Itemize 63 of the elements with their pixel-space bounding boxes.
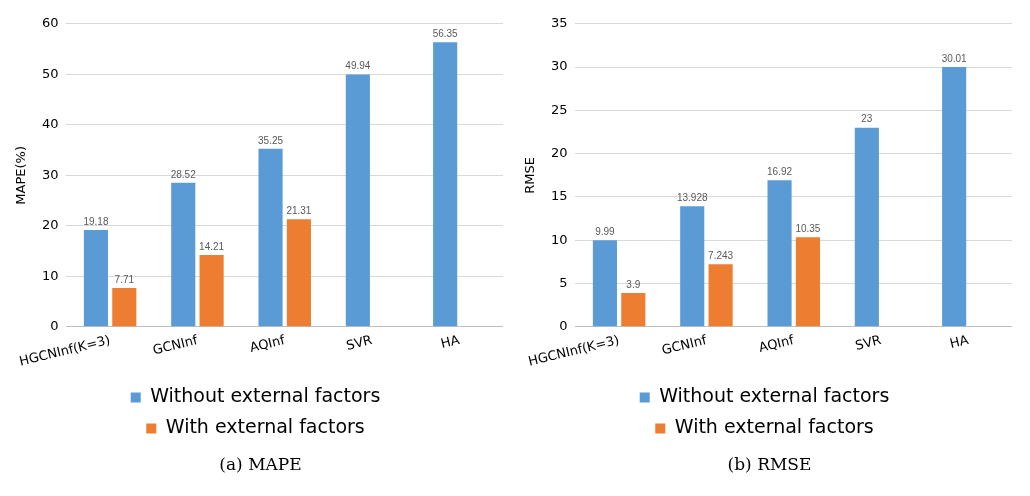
y-axis-title: RMSE	[522, 156, 538, 194]
bar	[942, 67, 967, 327]
data-label: 30.01	[941, 52, 968, 64]
x-tick-label: AQInf	[757, 331, 796, 356]
data-label: 23	[861, 113, 873, 125]
y-tick-label: 0	[50, 318, 59, 334]
x-tick-label: HA	[439, 332, 461, 352]
data-label: 14.21	[199, 240, 225, 252]
bar	[680, 206, 705, 327]
y-tick-label: 5	[559, 274, 568, 290]
x-tick-label: SVR	[853, 332, 883, 353]
data-label: 21.31	[286, 204, 312, 216]
y-tick-label: 10	[550, 231, 568, 247]
y-tick-label: 35	[550, 15, 568, 31]
data-label: 28.52	[170, 168, 197, 180]
bar	[171, 182, 196, 327]
data-label: 7.243	[708, 249, 734, 261]
y-tick-label: 0	[559, 318, 568, 334]
y-tick-label: 20	[550, 145, 568, 161]
bar	[708, 264, 733, 327]
x-tick-label: AQInf	[248, 331, 287, 356]
legend-label: With external factors	[674, 415, 874, 438]
x-tick-label: HA	[948, 332, 970, 352]
y-tick-label: 25	[550, 101, 568, 117]
y-tick-label: 15	[550, 188, 568, 204]
legend-label: With external factors	[165, 415, 365, 438]
bar	[286, 219, 311, 327]
text: (a) MAPE	[218, 454, 303, 474]
y-tick-label: 30	[550, 58, 568, 74]
bar	[83, 229, 108, 327]
y-tick-label: 50	[41, 65, 59, 81]
bar	[112, 287, 137, 327]
legend-label: Without external factors	[150, 384, 381, 407]
y-tick-label: 10	[41, 267, 59, 283]
bar	[592, 240, 617, 327]
text: (b) RMSE	[726, 454, 813, 474]
y-axis-title: MAPE(%)	[13, 145, 29, 205]
data-label: 7.71	[114, 273, 135, 285]
y-tick-label: 30	[41, 166, 59, 182]
legend-label: Without external factors	[659, 384, 890, 407]
data-label: 35.25	[258, 134, 284, 146]
bar	[199, 255, 224, 327]
bar	[433, 42, 458, 327]
data-label: 9.99	[595, 226, 616, 238]
bar	[258, 148, 283, 327]
bar	[854, 127, 879, 327]
x-tick-label: SVR	[344, 332, 374, 353]
y-tick-label: 20	[41, 217, 59, 233]
data-label: 56.35	[432, 27, 459, 39]
bar	[767, 180, 792, 327]
data-label: 13.928	[676, 192, 708, 204]
bar	[621, 293, 646, 327]
data-label: 49.94	[345, 60, 371, 72]
y-tick-label: 60	[41, 15, 59, 31]
x-tick-label: GCNInf	[660, 331, 709, 358]
data-label: 10.35	[795, 222, 821, 234]
y-tick-label: 40	[41, 116, 59, 132]
bar	[795, 237, 820, 327]
data-label: 16.92	[767, 166, 793, 178]
data-label: 19.18	[83, 215, 109, 227]
data-label: 3.9	[626, 278, 641, 290]
x-tick-label: GCNInf	[151, 331, 200, 358]
bar	[345, 74, 370, 327]
